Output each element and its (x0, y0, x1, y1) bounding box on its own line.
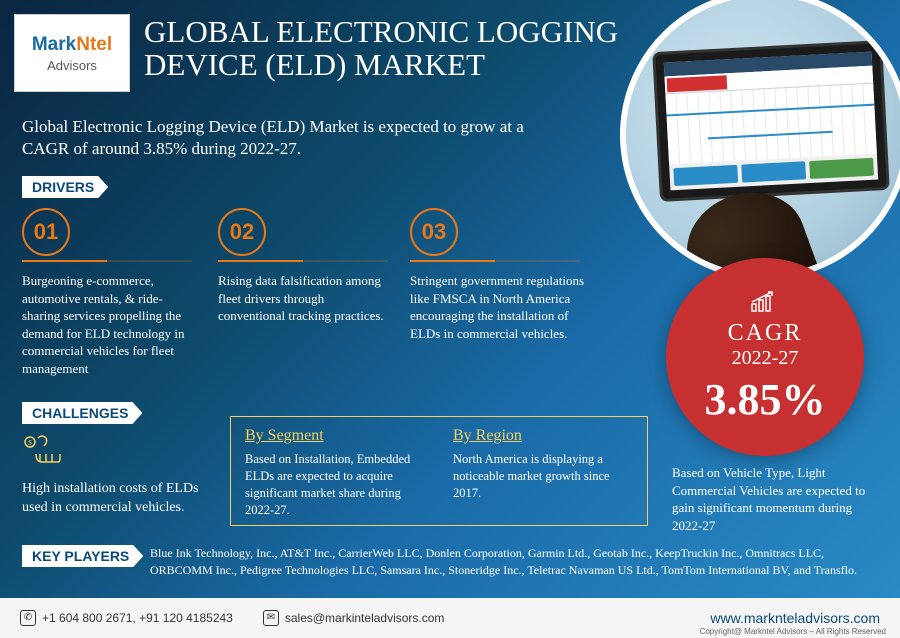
cagr-percentage: 3.85% (705, 374, 826, 425)
logo-mark-part: Mark (32, 34, 76, 55)
divider-line (218, 260, 388, 262)
logo-wordmark: MarkNtel (32, 34, 112, 56)
segment-text: Based on Installation, Embedded ELDs are… (245, 451, 425, 519)
region-title: By Region (453, 427, 633, 445)
region-column: By Region North America is displaying a … (439, 417, 647, 525)
divider-line (410, 260, 580, 262)
segment-title: By Segment (245, 427, 425, 445)
challenge-item: $ High installation costs of ELDs used i… (22, 432, 212, 518)
challenge-text: High installation costs of ELDs used in … (22, 480, 212, 518)
footer-copyright: Copyright@ Markntel Advisors – All Right… (700, 627, 886, 636)
phone-icon: ✆ (20, 610, 36, 626)
driver-item-2: 02 Rising data falsification among fleet… (218, 208, 393, 325)
phone-number: +1 604 800 2671, +91 120 4185243 (42, 611, 233, 625)
brand-logo: MarkNtel Advisors (14, 14, 130, 92)
driver-text: Burgeoning e-commerce, automotive rental… (22, 272, 197, 377)
email-address: sales@markinteladvisors.com (285, 611, 445, 625)
logo-ntel-part: Ntel (76, 34, 112, 55)
tablet-screen (664, 52, 878, 191)
screen-button (673, 165, 738, 186)
driver-number-badge: 01 (22, 208, 70, 256)
footer-website: www.marknteladvisors.com (710, 610, 880, 626)
divider-line (22, 260, 192, 262)
footer-email: ✉ sales@markinteladvisors.com (263, 610, 445, 626)
keyplayers-section-label: KEY PLAYERS (22, 545, 143, 567)
chart-line-1 (667, 104, 875, 117)
money-cost-icon: $ (22, 432, 212, 474)
driver-number-badge: 03 (410, 208, 458, 256)
svg-text:$: $ (28, 439, 32, 447)
keyplayers-list: Blue Ink Technology, Inc., AT&T Inc., Ca… (150, 545, 870, 579)
hero-image-circle (620, 0, 900, 280)
footer-bar: ✆ +1 604 800 2671, +91 120 4185243 ✉ sal… (0, 598, 900, 638)
challenges-section-label: CHALLENGES (22, 402, 142, 424)
drivers-section-label: DRIVERS (22, 176, 108, 198)
driver-text: Stringent government regulations like FM… (410, 272, 585, 342)
driver-item-1: 01 Burgeoning e-commerce, automotive ren… (22, 208, 197, 377)
cagr-label: CAGR (728, 320, 803, 347)
chart-line-2 (708, 131, 833, 140)
vehicle-type-note: Based on Vehicle Type, Light Commercial … (672, 464, 872, 534)
tablet-device-illustration (652, 40, 890, 202)
screen-timeline-chart (665, 84, 876, 165)
footer-phone: ✆ +1 604 800 2671, +91 120 4185243 (20, 610, 233, 626)
email-icon: ✉ (263, 610, 279, 626)
segment-region-box: By Segment Based on Installation, Embedd… (230, 416, 648, 526)
logo-subtext: Advisors (47, 58, 97, 73)
screen-date-badge (667, 75, 728, 92)
driver-item-3: 03 Stringent government regulations like… (410, 208, 585, 342)
cagr-stat-circle: CAGR 2022-27 3.85% (666, 258, 864, 456)
cagr-period: 2022-27 (732, 347, 799, 370)
driver-number-badge: 02 (218, 208, 266, 256)
region-text: North America is displaying a noticeable… (453, 451, 633, 502)
segment-column: By Segment Based on Installation, Embedd… (231, 417, 439, 525)
screen-button (741, 161, 806, 182)
driver-text: Rising data falsification among fleet dr… (218, 272, 393, 325)
screen-button (809, 158, 874, 179)
page-title: GLOBAL ELECTRONIC LOGGING DEVICE (ELD) M… (144, 16, 644, 81)
growth-chart-icon (750, 290, 780, 318)
page-subtitle: Global Electronic Logging Device (ELD) M… (22, 116, 542, 160)
